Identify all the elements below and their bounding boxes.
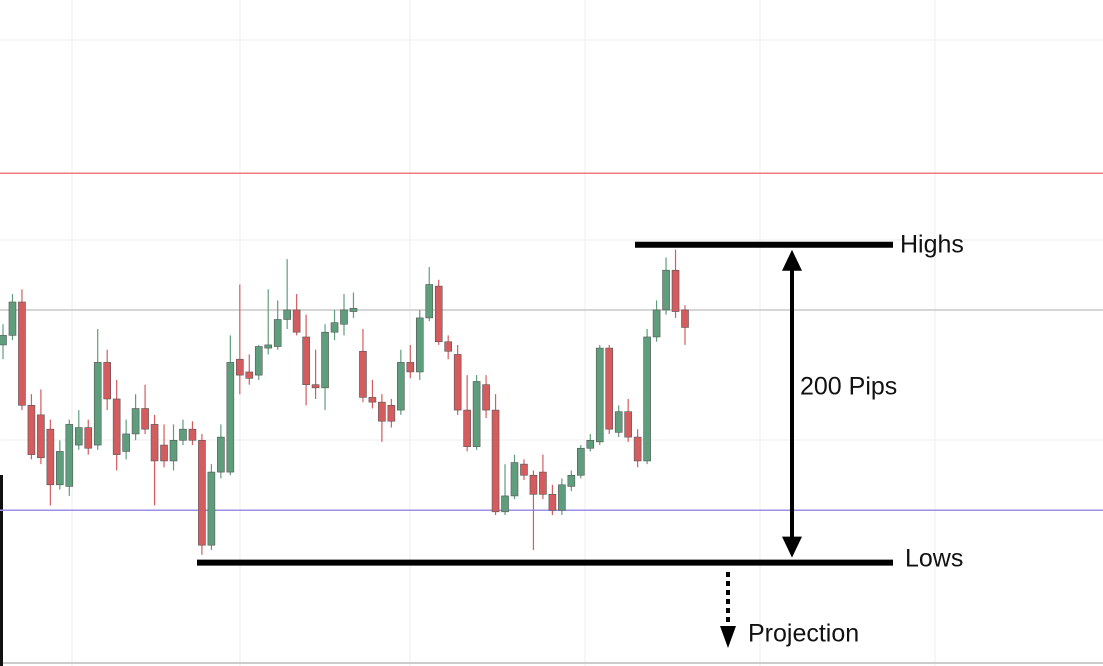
candle-body — [65, 424, 74, 487]
candle-body — [548, 494, 557, 511]
candle-body — [633, 436, 642, 462]
candle-body — [93, 362, 102, 446]
candle-body — [311, 384, 320, 389]
candle-body — [643, 336, 651, 462]
projection-label: Projection — [748, 620, 859, 648]
candle-body — [27, 405, 36, 455]
candle-body — [217, 436, 225, 473]
candle-body — [671, 269, 680, 312]
candle-body — [539, 471, 547, 495]
candles — [0, 249, 689, 555]
candle-body — [245, 371, 254, 379]
candle-body — [529, 474, 538, 495]
level-label: Highs — [900, 231, 964, 259]
candle-body — [510, 462, 519, 497]
candle-body — [236, 358, 244, 376]
candle-body — [595, 347, 604, 443]
candle-body — [567, 474, 576, 487]
candle-body — [179, 428, 187, 441]
candle-body — [264, 344, 273, 349]
projection-arrow-head — [720, 626, 736, 648]
candle-body — [150, 424, 159, 462]
candle-body — [378, 401, 386, 422]
annotations: 200 Pips Projection Highs Lows — [197, 231, 964, 648]
candle-body — [349, 308, 358, 312]
candle-body — [302, 336, 310, 385]
candle-body — [112, 398, 121, 455]
candle-body — [84, 427, 93, 449]
candle-body — [614, 411, 623, 433]
left-edge-bar — [0, 475, 3, 666]
candle-body — [482, 384, 490, 411]
candle-body — [18, 301, 26, 406]
candle-body — [330, 322, 339, 333]
candle-body — [188, 428, 197, 441]
range-arrow-head — [782, 536, 802, 558]
candle-body — [254, 346, 263, 376]
candle-body — [624, 411, 632, 438]
candle-body — [472, 381, 481, 447]
candle-body — [56, 451, 64, 486]
candle-body — [359, 350, 367, 398]
candle-body — [577, 447, 585, 476]
candle-body — [558, 484, 566, 511]
candle-body — [131, 408, 140, 435]
candle-body — [605, 347, 614, 430]
candle-body — [340, 309, 348, 325]
candle-body — [415, 317, 424, 373]
candle-body — [8, 301, 17, 336]
candle-body — [103, 362, 111, 400]
candle-body — [160, 444, 168, 462]
candle-body — [368, 397, 377, 403]
candle-body — [444, 341, 452, 352]
candle-body — [387, 405, 396, 422]
candle-body — [0, 335, 7, 346]
candle-body — [198, 439, 206, 546]
candle-body — [207, 471, 216, 546]
candle-body — [37, 414, 45, 459]
candle-body — [321, 331, 329, 389]
range-label: 200 Pips — [800, 373, 897, 401]
candle-body — [434, 285, 443, 343]
candle-body — [425, 284, 434, 319]
candle-body — [283, 309, 291, 320]
candle-body — [463, 409, 471, 447]
candle-body — [292, 309, 301, 333]
candle-body — [662, 269, 670, 311]
candle-body — [273, 319, 282, 347]
candle-body — [520, 463, 528, 476]
candle-body — [46, 428, 55, 486]
level-label: Lows — [905, 545, 963, 573]
candle-body — [406, 362, 415, 373]
candle-body — [453, 354, 462, 411]
candle-body — [141, 408, 149, 430]
candle-body — [169, 439, 178, 462]
range-arrow-head — [782, 249, 802, 271]
candle-body — [501, 495, 509, 513]
candle-body — [226, 362, 235, 473]
candle-body — [681, 309, 689, 328]
candle-body — [122, 433, 130, 452]
candle-body — [652, 309, 661, 338]
candle-body — [74, 427, 83, 446]
candle-body — [586, 439, 595, 449]
candle-body — [491, 409, 500, 513]
candle-body — [397, 362, 405, 411]
